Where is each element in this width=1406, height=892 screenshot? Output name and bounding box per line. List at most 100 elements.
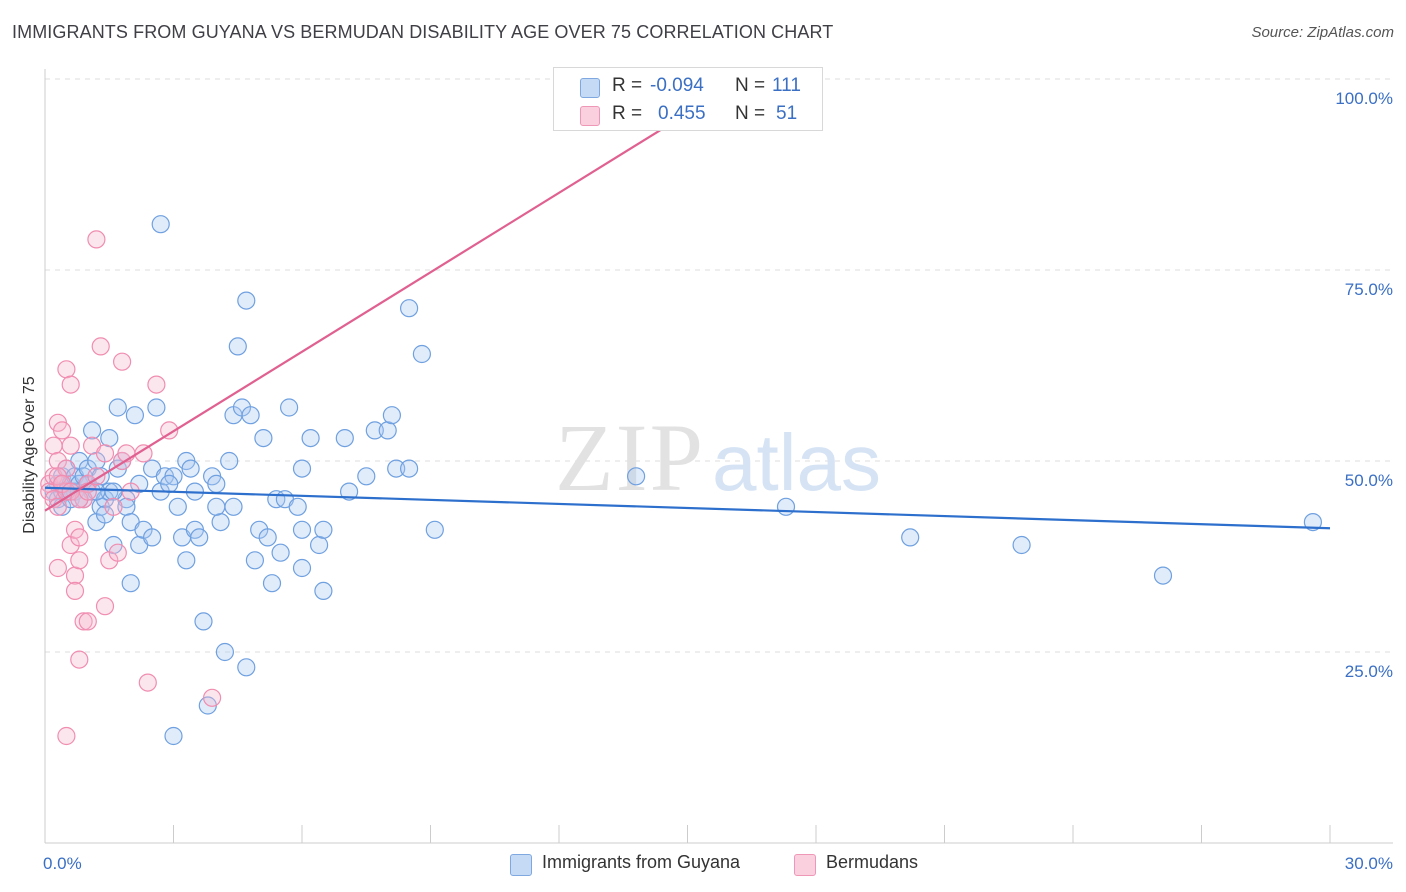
bottom-legend-label-guyana: Immigrants from Guyana <box>542 852 741 872</box>
data-point-guyana <box>164 726 183 746</box>
data-point-guyana <box>901 528 920 547</box>
data-point-bermudans <box>147 375 166 394</box>
data-point-guyana <box>292 459 312 478</box>
data-point-guyana <box>258 528 277 547</box>
data-point-guyana <box>147 398 166 417</box>
data-point-bermudans <box>61 375 80 394</box>
data-point-guyana <box>626 467 646 486</box>
data-point-guyana <box>412 344 431 364</box>
data-point-guyana <box>400 299 419 318</box>
trend-line-guyana <box>44 486 1331 530</box>
data-point-guyana <box>190 528 209 547</box>
tick-labels: 25.0% 50.0% 75.0% 100.0% 0.0% 30.0% <box>43 89 1393 873</box>
data-point-guyana <box>125 406 144 425</box>
data-point-bermudans <box>70 528 89 547</box>
data-point-guyana <box>378 421 397 440</box>
data-point-bermudans <box>134 444 153 463</box>
watermark-atlas: atlas <box>712 418 881 507</box>
data-point-bermudans <box>78 482 97 501</box>
data-point-guyana <box>425 520 444 539</box>
legend-swatch-bermudans <box>580 106 600 126</box>
data-point-bermudans <box>70 650 89 669</box>
legend-r-label: R = <box>612 75 643 96</box>
data-point-guyana <box>357 467 376 486</box>
data-point-guyana <box>207 474 226 493</box>
data-point-guyana <box>177 551 196 570</box>
data-point-guyana <box>228 337 247 356</box>
grid-lines <box>45 78 1393 653</box>
data-point-bermudans <box>95 444 115 463</box>
x-tick-label: 0.0% <box>43 854 82 873</box>
trend-line-bermudans <box>44 112 689 512</box>
data-point-guyana <box>271 543 290 562</box>
axes <box>44 69 1393 844</box>
data-point-guyana <box>387 459 406 478</box>
data-point-bermudans <box>203 688 222 707</box>
data-point-guyana <box>292 558 312 578</box>
data-point-guyana <box>335 429 354 448</box>
data-point-guyana <box>194 612 213 631</box>
legend-n-label: N = <box>735 75 766 96</box>
data-point-guyana <box>143 528 162 547</box>
data-point-guyana <box>211 512 230 532</box>
bottom-legend-label-bermudans: Bermudans <box>826 852 919 872</box>
data-point-guyana <box>288 497 307 516</box>
legend-n-value: 51 <box>776 103 798 124</box>
data-point-bermudans <box>91 337 110 356</box>
data-point-guyana <box>292 520 312 539</box>
data-point-guyana <box>215 642 234 662</box>
data-point-guyana <box>100 482 119 501</box>
data-point-guyana <box>207 497 226 516</box>
data-point-guyana <box>262 574 282 593</box>
data-point-guyana <box>314 581 333 601</box>
data-point-guyana <box>254 429 273 448</box>
bottom-legend-swatch-guyana <box>510 854 532 876</box>
data-point-guyana <box>280 398 299 417</box>
data-point-guyana <box>314 520 333 539</box>
watermark-zip: ZIP <box>555 404 705 511</box>
legend-n-value: 111 <box>772 75 801 96</box>
data-point-guyana <box>1303 512 1323 532</box>
data-point-guyana <box>82 421 102 440</box>
data-point-bermudans <box>87 230 106 249</box>
data-point-bermudans <box>138 673 157 692</box>
data-point-guyana <box>310 535 329 555</box>
data-point-guyana <box>121 574 140 593</box>
data-point-bermudans <box>108 543 127 562</box>
data-point-bermudans <box>78 612 97 631</box>
data-point-guyana <box>301 429 320 448</box>
data-point-bermudans <box>160 421 179 440</box>
data-point-bermudans <box>74 612 93 631</box>
data-point-guyana <box>241 406 260 425</box>
data-point-bermudans <box>44 436 63 455</box>
data-point-bermudans <box>48 558 68 578</box>
data-point-bermudans <box>95 597 115 616</box>
data-point-guyana <box>245 551 264 570</box>
trend-lines <box>44 112 1331 530</box>
correlation-legend: R = -0.094 N = 111 R = 0.455 N = 51 <box>553 67 823 131</box>
data-point-guyana <box>168 497 187 516</box>
data-points <box>40 215 1323 746</box>
legend-r-value: 0.455 <box>658 103 706 124</box>
y-tick-label: 75.0% <box>1345 280 1393 299</box>
watermark: ZIP atlas <box>555 404 881 511</box>
legend-row-guyana: R = -0.094 N = 111 <box>554 72 822 100</box>
data-point-guyana <box>220 451 239 471</box>
chart-source: Source: ZipAtlas.com <box>1251 24 1394 41</box>
bottom-legend-swatch-bermudans <box>794 854 816 876</box>
data-point-guyana <box>1012 535 1031 555</box>
legend-row-bermudans: R = 0.455 N = 51 <box>554 100 822 128</box>
data-point-guyana <box>100 429 119 448</box>
data-point-bermudans <box>65 566 85 585</box>
chart-title: IMMIGRANTS FROM GUYANA VS BERMUDAN DISAB… <box>12 22 834 42</box>
data-point-bermudans <box>57 360 76 379</box>
data-point-bermudans <box>52 421 72 440</box>
data-point-guyana <box>160 474 179 493</box>
data-point-guyana <box>224 497 243 516</box>
data-point-guyana <box>237 658 256 677</box>
data-point-guyana <box>340 482 359 501</box>
data-point-guyana <box>237 291 256 310</box>
data-point-guyana <box>104 482 123 501</box>
legend-n-label: N = <box>735 103 766 124</box>
